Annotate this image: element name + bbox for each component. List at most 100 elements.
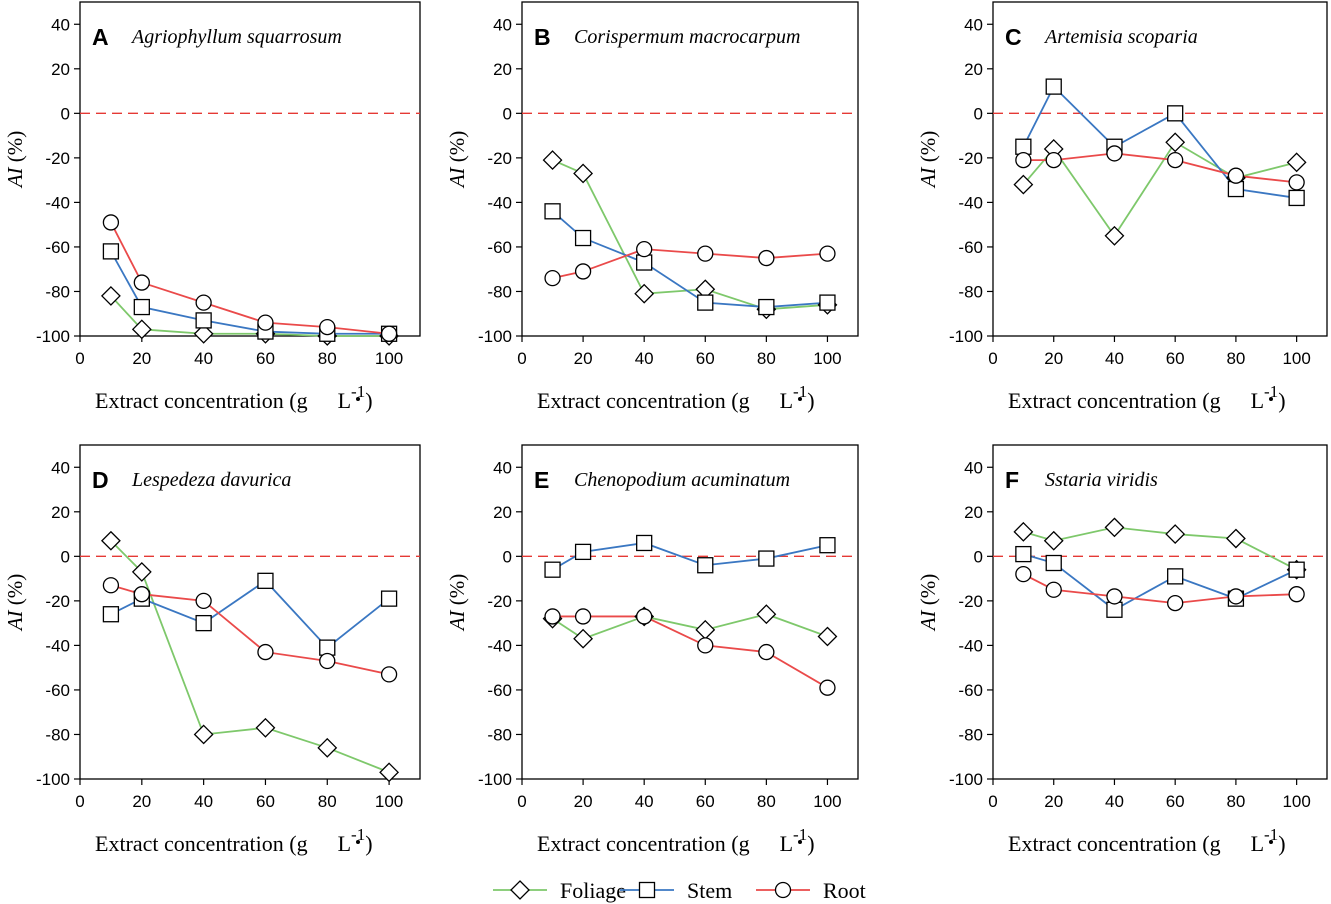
y-tick-label: -60	[45, 238, 70, 257]
x-tick-label: 20	[132, 349, 151, 368]
x-axis-label-close: )	[365, 388, 372, 413]
x-tick-label: 20	[1044, 792, 1063, 811]
series-line-root	[110, 222, 390, 335]
x-tick-label: 60	[1166, 792, 1185, 811]
middle-dot-icon	[356, 840, 360, 844]
species-title: Sstaria viridis	[1045, 469, 1158, 491]
y-tick-label: -80	[958, 282, 983, 301]
species-title: Chenopodium acuminatum	[574, 469, 790, 491]
diamond-icon	[510, 880, 530, 900]
data-point-root	[319, 652, 336, 670]
x-axis-label-main: Extract concentration (g	[1008, 388, 1221, 413]
y-tick-label: -60	[958, 238, 983, 257]
data-point-root	[1167, 594, 1184, 612]
x-axis-label-unit: L	[1251, 831, 1264, 856]
y-tick-label: -100	[478, 327, 512, 346]
data-point-root	[758, 643, 775, 661]
x-tick-label: 100	[813, 349, 841, 368]
data-point-stem	[1045, 78, 1062, 95]
x-tick-label: 0	[517, 792, 526, 811]
data-point-foliage	[1165, 132, 1186, 153]
data-point-foliage	[1013, 521, 1034, 542]
data-point-root	[380, 666, 398, 683]
x-tick-label: 40	[1105, 349, 1124, 368]
x-tick-label: 80	[757, 792, 776, 811]
data-point-foliage	[573, 628, 594, 649]
y-axis-label: AI (%)	[445, 131, 469, 190]
y-tick-label: 20	[51, 60, 70, 79]
circle-icon	[774, 881, 792, 899]
y-axis-label: AI (%)	[916, 574, 940, 633]
middle-dot-icon	[798, 397, 802, 401]
data-point-foliage	[131, 319, 152, 340]
x-tick-label: 100	[375, 349, 403, 368]
x-axis-label-exponent: -1	[1264, 382, 1278, 401]
data-point-stem	[544, 203, 561, 220]
panel-letter: B	[534, 24, 551, 50]
middle-dot-icon	[1269, 840, 1273, 844]
y-tick-label: -60	[45, 681, 70, 700]
y-tick-label: -80	[45, 282, 70, 301]
x-axis-label-unit: L	[1251, 388, 1264, 413]
series-line-foliage	[1023, 526, 1298, 571]
y-axis-label: AI (%)	[445, 574, 469, 633]
data-point-foliage	[193, 724, 214, 745]
x-tick-label: 100	[1282, 792, 1310, 811]
species-title: Lespedeza davurica	[131, 469, 291, 491]
x-tick-label: 20	[574, 792, 593, 811]
panel-letter: D	[92, 467, 109, 493]
x-axis-label-exponent: -1	[793, 382, 807, 401]
y-tick-label: 20	[964, 503, 983, 522]
y-tick-label: 20	[493, 503, 512, 522]
data-point-foliage	[1104, 517, 1125, 538]
x-tick-label: 40	[635, 349, 654, 368]
plot-frame	[992, 444, 1328, 780]
x-tick-label: 100	[1282, 349, 1310, 368]
y-tick-label: -20	[487, 592, 512, 611]
x-tick-label: 60	[696, 792, 715, 811]
data-point-root	[819, 245, 836, 262]
y-tick-label: -20	[45, 149, 70, 168]
series-line-foliage	[110, 295, 390, 337]
y-tick-label: -20	[958, 149, 983, 168]
data-point-foliage	[634, 283, 655, 304]
x-tick-label: 60	[256, 349, 275, 368]
panel-b: -100 -80 -60 -40 -20 0 20 40 0 20 40 60 80 100 B Corisp…	[445, 1, 859, 413]
series-line-root	[552, 248, 828, 279]
y-tick-label: -80	[487, 725, 512, 744]
panel-letter: F	[1005, 467, 1019, 493]
x-tick-label: 60	[696, 349, 715, 368]
data-point-root	[1015, 151, 1032, 169]
y-tick-label: 0	[503, 547, 512, 566]
x-tick-label: 60	[1166, 349, 1185, 368]
x-axis-label-exponent: -1	[351, 382, 365, 401]
y-tick-label: -60	[958, 681, 983, 700]
x-axis-label-close: )	[807, 388, 814, 413]
x-axis-label-unit: L	[338, 831, 351, 856]
data-point-root	[758, 249, 775, 267]
x-tick-label: 0	[75, 792, 84, 811]
data-point-foliage	[193, 323, 214, 344]
data-point-root	[636, 241, 653, 258]
x-axis-label-main: Extract concentration (g	[537, 388, 750, 413]
data-point-root	[195, 592, 212, 610]
plot-frame	[992, 1, 1328, 337]
panel-e: -100 -80 -60 -40 -20 0 20 40 0 20 40 60 80 100 E Chenop…	[445, 444, 859, 856]
x-tick-label: 20	[574, 349, 593, 368]
data-point-foliage	[1043, 530, 1064, 551]
data-point-stem	[1288, 189, 1305, 207]
data-point-stem	[819, 537, 836, 554]
plot-frame	[79, 444, 421, 780]
data-point-stem	[195, 312, 212, 329]
y-tick-label: 20	[964, 60, 983, 79]
panel-f: -100 -80 -60 -40 -20 0 20 40 0 20 40 60 80 100 F Sstari…	[916, 444, 1328, 856]
x-axis-label-unit: L	[780, 831, 793, 856]
x-axis-label-close: )	[1278, 388, 1285, 413]
x-tick-label: 40	[1105, 792, 1124, 811]
data-point-stem	[1015, 545, 1032, 563]
data-point-foliage	[1286, 152, 1307, 173]
data-point-stem	[544, 561, 561, 578]
data-point-root	[1106, 145, 1123, 162]
